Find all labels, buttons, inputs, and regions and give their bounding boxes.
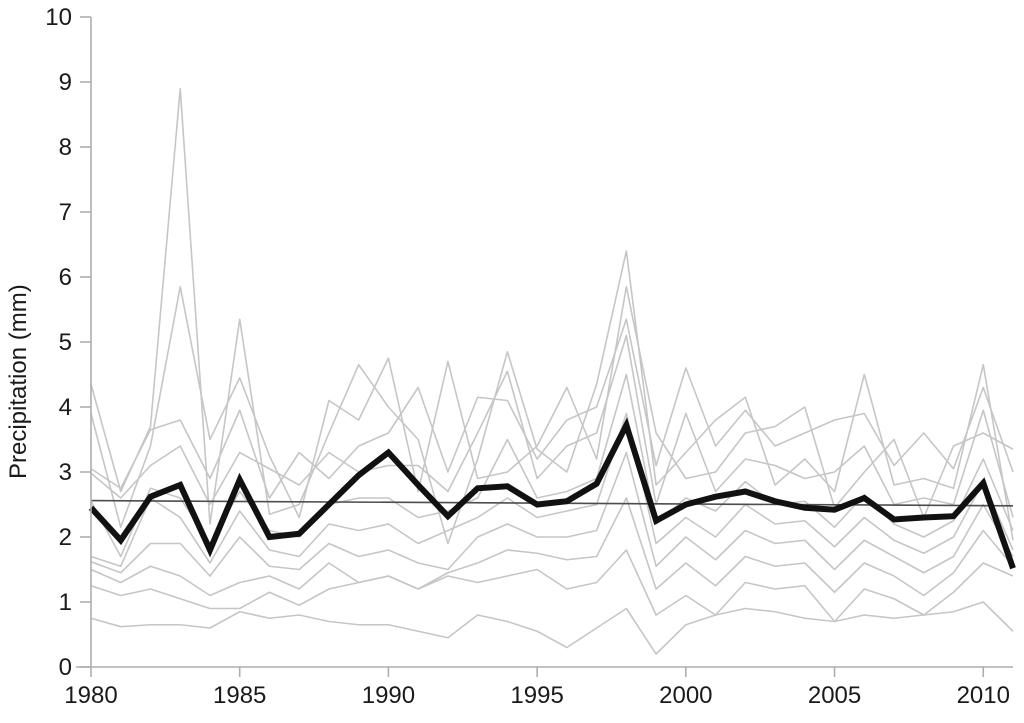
- station-10-line: [90, 601, 1014, 655]
- y-tick-label-9: 9: [59, 69, 72, 96]
- mean-series-line: [88, 417, 1016, 570]
- x-tick-label-1980: 1980: [64, 682, 117, 709]
- x-tick-label-1995: 1995: [510, 682, 563, 709]
- station-9-line: [90, 549, 1014, 623]
- station-3-line: [90, 318, 1014, 499]
- y-axis-title: Precipitation (mm): [5, 284, 32, 479]
- y-tick-label-2: 2: [59, 524, 72, 551]
- x-tick-label-1985: 1985: [213, 682, 266, 709]
- series-layer: [88, 87, 1016, 655]
- y-tick-label-0: 0: [59, 654, 72, 681]
- y-tick-label-8: 8: [59, 134, 72, 161]
- y-tick-label-10: 10: [45, 4, 72, 31]
- y-tick-label-7: 7: [59, 199, 72, 226]
- station-1-line: [90, 87, 1014, 545]
- x-tick-label-2000: 2000: [659, 682, 712, 709]
- station-6-line: [90, 412, 1014, 568]
- axis-layer: 0 1 2 3 4 5 6 7 8 9 10 1980 1985 1990 1995 2000 2005 2010: [45, 4, 1013, 709]
- y-tick-label-6: 6: [59, 264, 72, 291]
- y-tick-label-3: 3: [59, 459, 72, 486]
- x-tick-label-1990: 1990: [362, 682, 415, 709]
- x-tick-label-2005: 2005: [808, 682, 861, 709]
- y-tick-label-5: 5: [59, 329, 72, 356]
- station-2-line: [90, 285, 1014, 529]
- y-tick-label-4: 4: [59, 394, 72, 421]
- station-8-line: [90, 497, 1014, 597]
- station-4-line: [90, 334, 1014, 518]
- x-tick-label-2010: 2010: [957, 682, 1010, 709]
- y-tick-label-1: 1: [59, 589, 72, 616]
- station-7-line: [90, 451, 1014, 577]
